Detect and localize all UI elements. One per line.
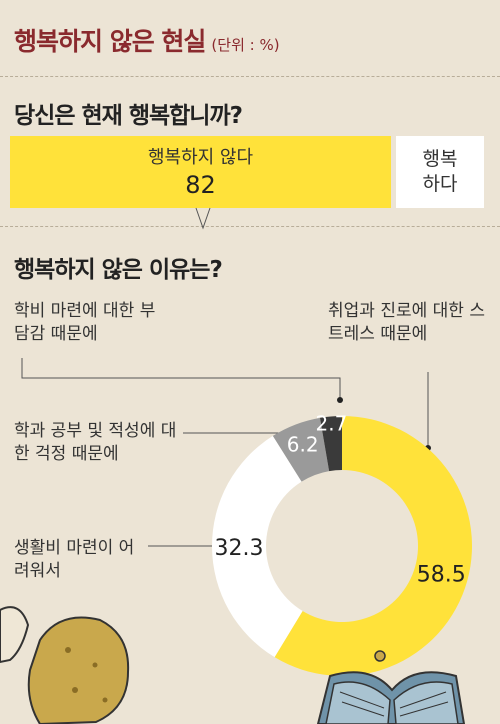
slice-job (274, 416, 473, 677)
leader-tuition (21, 358, 341, 400)
label-study: 6.2 (287, 432, 319, 456)
bar-happy-label: 행복하다 (422, 148, 458, 195)
label-tuition: 2.7 (316, 411, 348, 435)
book-illustration (316, 650, 466, 724)
question-reasons: 행복하지 않은 이유는? (14, 257, 223, 283)
callout-study: 학과 공부 및 적성에 대한 걱정 때문에 (14, 421, 177, 464)
label-job: 58.5 (417, 563, 466, 588)
slice-tuition (319, 416, 342, 472)
title-text: 행복하지 않은 현실 (14, 27, 206, 56)
callout-tuition: 학비 마련에 대한 부담감 때문에 (14, 301, 156, 344)
bar-unhappy-value: 82 (185, 171, 216, 199)
callout-job: 취업과 진로에 대한 스트레스 때문에 (328, 301, 485, 344)
donut-chart: 58.5 32.3 6.22.7 (212, 411, 473, 677)
page-title: 행복하지 않은 현실 (단위 : %) (14, 22, 280, 58)
potato-illustration (0, 606, 130, 724)
leader-tuition-dot (337, 397, 343, 403)
slice-living (212, 435, 303, 658)
label-living: 32.3 (215, 536, 264, 561)
bar-unhappy-label: 행복하지 않다 (147, 147, 254, 168)
unit-label: (단위 : %) (211, 36, 280, 54)
callout-living: 생활비 마련이 어려워서 (14, 538, 135, 581)
bar-unhappy: 행복하지 않다 82 (10, 136, 391, 208)
slice-study (272, 417, 330, 482)
bar-happy: 행복하다 (396, 136, 484, 208)
divider (0, 76, 500, 77)
question-happiness: 당신은 현재 행복합니까? (14, 103, 243, 129)
bar-pointer (195, 207, 211, 230)
divider (0, 226, 500, 227)
